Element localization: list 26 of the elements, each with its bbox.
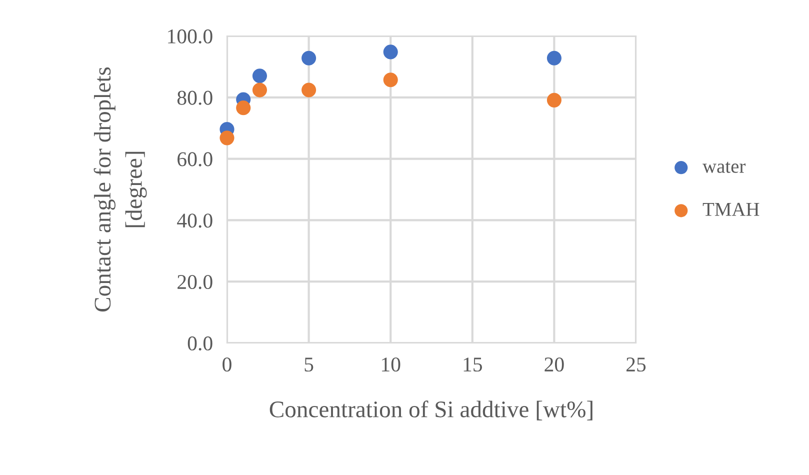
- x-tick-label: 0: [222, 357, 232, 372]
- point: [236, 100, 251, 116]
- y-tick-label: 0.0: [188, 336, 212, 351]
- x-tick-label: 15: [464, 358, 482, 372]
- point: [252, 82, 268, 98]
- point: [302, 82, 316, 98]
- y-tick-label: 80.0: [177, 90, 212, 105]
- point: [546, 92, 562, 108]
- legend-label: TMAH: [702, 202, 760, 216]
- y-tick-label: 20.0: [178, 274, 212, 290]
- point: [252, 68, 268, 84]
- x-tick-label: 20: [544, 357, 564, 372]
- point: [383, 72, 398, 88]
- x-tick-label: 10: [382, 357, 400, 372]
- legend-label: water: [702, 162, 746, 173]
- x-axis-title: Concentration of Si addtive [wt%]: [270, 400, 592, 420]
- y-tick-label: 100.0: [168, 29, 212, 44]
- x-tick-label: 25: [626, 358, 646, 372]
- x-tick-label: 5: [304, 358, 314, 372]
- y-tick-label: 60.0: [178, 152, 212, 166]
- point: [302, 50, 316, 66]
- y-axis-title: Contact angle for droplets [degree]: [94, 67, 147, 312]
- point: [546, 50, 562, 66]
- point: [220, 130, 234, 146]
- y-tick-label: 40.0: [177, 214, 212, 228]
- point: [383, 44, 398, 60]
